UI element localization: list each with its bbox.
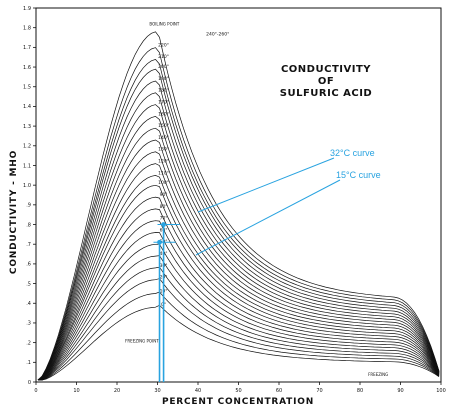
x-tick-label: 90	[397, 388, 403, 394]
x-tick-label: 20	[114, 388, 120, 394]
y-tick-label: 1.0	[23, 183, 31, 189]
y-tick-label: 1.9	[23, 6, 31, 12]
curve-temperature-label: 140°	[158, 135, 169, 141]
conductivity-curve	[37, 139, 440, 381]
x-tick-label: 30	[154, 388, 160, 394]
conductivity-curve	[38, 291, 440, 381]
conductivity-curve	[38, 304, 440, 381]
conductivity-curve	[37, 31, 440, 381]
y-tick-label: .3	[26, 321, 31, 327]
x-tick-label: 100	[436, 388, 446, 394]
curve-temperature-label: 210°	[158, 54, 169, 60]
curve-temperature-label: 80°	[160, 204, 168, 210]
freezing-point-label-right: FREEZING	[368, 372, 388, 377]
x-tick-label: 80	[357, 388, 363, 394]
curve-temperature-label: 120°	[158, 159, 169, 165]
conductivity-curve	[37, 208, 440, 381]
curve-temperature-label: 150°	[158, 123, 169, 129]
y-tick-label: .5	[26, 281, 31, 287]
x-tick-label: 50	[235, 388, 241, 394]
conductivity-curve	[37, 92, 440, 381]
curve-temperature-label: 70°	[160, 216, 168, 222]
annotation-marker	[161, 222, 166, 227]
curve-temperature-label: 190°	[158, 76, 169, 82]
y-tick-label: .9	[26, 203, 31, 209]
conductivity-curve	[37, 80, 440, 381]
conductivity-curve	[37, 104, 440, 381]
conductivity-curve	[37, 243, 440, 381]
chart-title-line-1: CONDUCTIVITY	[281, 64, 371, 75]
curve-temperature-label: 180°	[158, 88, 169, 94]
y-tick-label: .6	[26, 262, 31, 268]
curve-temperature-label: 90°	[160, 192, 168, 198]
curve-labels: 0°10°20°30°40°50°60°70°80°90°100°110°120…	[125, 22, 388, 377]
conductivity-curve	[37, 47, 440, 381]
curve-label-top: 240°-260°	[206, 32, 229, 38]
annotation-leader	[195, 179, 341, 256]
y-axis-title: CONDUCTIVITY - MHO	[9, 150, 19, 274]
x-tick-label: 40	[195, 388, 201, 394]
annotation-label: 32°C curve	[330, 148, 375, 158]
y-tick-label: 1.4	[23, 104, 31, 110]
conductivity-curve	[37, 116, 440, 381]
y-tick-label: 1.6	[23, 65, 31, 71]
boiling-point-label: BOILING POINT	[149, 22, 180, 27]
freezing-point-label-left: FREEZING POINT	[125, 339, 159, 344]
y-tick-label: 1.8	[23, 25, 31, 31]
conductivity-curve	[37, 175, 440, 381]
annotation-leader	[197, 157, 335, 213]
y-tick-label: .4	[26, 301, 31, 307]
y-tick-label: 0	[28, 380, 31, 386]
x-tick-label: 0	[34, 388, 37, 394]
y-tick-label: 1.3	[23, 124, 31, 130]
annotation-marker	[157, 239, 162, 245]
y-tick-label: 1.2	[23, 144, 31, 150]
x-tick-label: 10	[73, 388, 79, 394]
conductivity-curve	[37, 151, 440, 381]
x-tick-label: 60	[276, 388, 282, 394]
x-axis-title: PERCENT CONCENTRATION	[162, 397, 314, 407]
conductivity-curve	[37, 163, 440, 381]
y-tick-label: 1.5	[23, 85, 31, 91]
axes: 0 .1 .2 .3 .4 .5 .6 .7 .8 .9 1.0 1.1 1.2 1.3 1.4 1.5 1.6…	[23, 6, 446, 394]
conductivity-curve	[37, 255, 440, 381]
curve-temperature-label: 100°	[158, 180, 169, 186]
y-tick-label: .1	[26, 360, 31, 366]
curve-temperature-label: 160°	[158, 111, 169, 117]
conductivity-curves	[37, 31, 440, 381]
x-tick-label: 70	[316, 388, 322, 394]
y-tick-label: .8	[26, 222, 31, 228]
conductivity-curve	[37, 220, 440, 381]
curve-temperature-label: 200°	[158, 64, 169, 70]
conductivity-curve	[38, 266, 440, 381]
y-tick-label: 1.1	[23, 163, 31, 169]
conductivity-curve	[38, 278, 440, 381]
annotation-label: 15°C curve	[336, 170, 381, 180]
annotations: 32°C curve 15°C curve	[153, 148, 381, 382]
curve-temperature-label: 130°	[158, 147, 169, 153]
conductivity-curve	[37, 68, 440, 381]
conductivity-curve	[37, 127, 440, 381]
y-tick-label: .2	[26, 340, 31, 346]
conductivity-curve	[37, 184, 440, 381]
y-tick-label: .7	[26, 242, 31, 248]
conductivity-curve	[37, 232, 440, 381]
curve-temperature-label: 170°	[158, 99, 169, 105]
conductivity-curve	[37, 58, 440, 381]
conductivity-curve	[37, 196, 440, 381]
curve-temperature-label: 110°	[158, 170, 169, 176]
chart-title-line-2: OF	[318, 76, 334, 87]
y-tick-label: 1.7	[23, 45, 31, 51]
curve-temperature-label: 220°	[158, 42, 169, 48]
chart-title-line-3: SULFURIC ACID	[280, 88, 373, 99]
plot-frame	[35, 7, 442, 383]
